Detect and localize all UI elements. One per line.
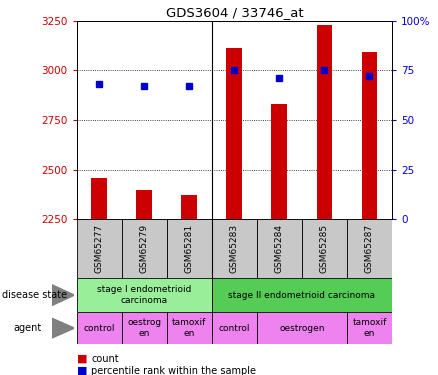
Bar [212, 278, 392, 312]
Text: GSM65277: GSM65277 [95, 224, 104, 273]
Polygon shape [52, 285, 74, 306]
Bar [181, 195, 197, 219]
Text: count: count [91, 354, 119, 363]
Text: GSM65281: GSM65281 [185, 224, 194, 273]
Bar [257, 312, 347, 344]
Bar [257, 219, 302, 278]
Polygon shape [52, 318, 74, 338]
Bar [136, 190, 152, 219]
Text: control: control [83, 324, 115, 333]
Text: oestrog
en: oestrog en [127, 318, 161, 338]
Bar [272, 104, 287, 219]
Text: GSM65283: GSM65283 [230, 224, 239, 273]
Bar [347, 312, 392, 344]
Text: GSM65279: GSM65279 [140, 224, 149, 273]
Text: ■: ■ [77, 366, 87, 375]
Bar [362, 53, 378, 219]
Bar [167, 219, 212, 278]
Bar [77, 312, 122, 344]
Text: agent: agent [13, 323, 41, 333]
Bar [347, 219, 392, 278]
Bar [212, 219, 257, 278]
Bar [122, 312, 167, 344]
Bar [122, 219, 167, 278]
Text: percentile rank within the sample: percentile rank within the sample [91, 366, 256, 375]
Bar [77, 219, 122, 278]
Bar [167, 312, 212, 344]
Text: stage II endometrioid carcinoma: stage II endometrioid carcinoma [228, 291, 375, 300]
Bar [91, 178, 107, 219]
Text: control: control [219, 324, 250, 333]
Bar [77, 278, 212, 312]
Text: disease state: disease state [2, 290, 67, 300]
Text: tamoxif
en: tamoxif en [172, 318, 206, 338]
Text: ■: ■ [77, 354, 87, 363]
Text: stage I endometrioid
carcinoma: stage I endometrioid carcinoma [97, 285, 191, 305]
Text: tamoxif
en: tamoxif en [352, 318, 387, 338]
Bar [317, 25, 332, 219]
Bar [226, 48, 242, 219]
Text: oestrogen: oestrogen [279, 324, 325, 333]
Bar [212, 312, 257, 344]
Text: GSM65285: GSM65285 [320, 224, 329, 273]
Text: GSM65284: GSM65284 [275, 224, 284, 273]
Text: GSM65287: GSM65287 [365, 224, 374, 273]
Title: GDS3604 / 33746_at: GDS3604 / 33746_at [166, 6, 303, 20]
Bar [302, 219, 347, 278]
